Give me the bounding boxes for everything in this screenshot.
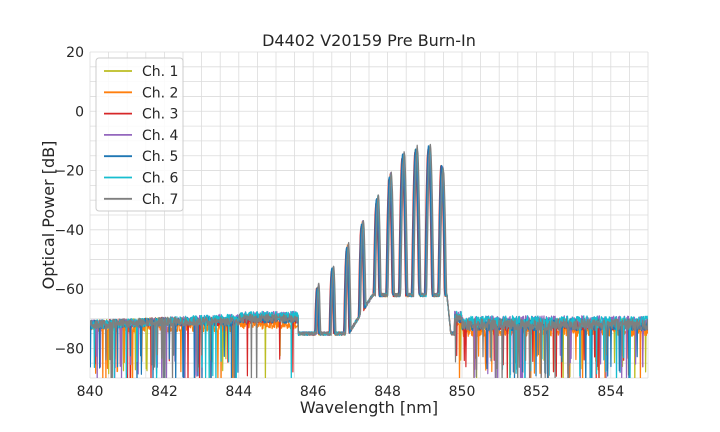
y-tick-label: 0: [75, 104, 84, 120]
y-tick-label: −40: [54, 223, 84, 239]
x-tick-label: 848: [374, 384, 401, 400]
legend-label: Ch. 6: [142, 171, 179, 187]
x-tick-label: 854: [597, 384, 624, 400]
y-tick-label: −20: [54, 164, 84, 180]
y-tick-label: −80: [54, 341, 84, 357]
legend-label: Ch. 4: [142, 128, 179, 144]
legend-label: Ch. 5: [142, 149, 178, 165]
x-tick-label: 842: [151, 384, 178, 400]
legend-label: Ch. 3: [142, 107, 178, 123]
legend-label: Ch. 1: [142, 64, 178, 80]
series-line-ch7: [90, 143, 648, 378]
x-ticks: 840 842 844 846 848 850 852 854: [77, 384, 625, 400]
legend-box: [95, 57, 184, 212]
legend-label: Ch. 2: [142, 85, 178, 101]
x-tick-label: 852: [523, 384, 550, 400]
x-axis-label: Wavelength [nm]: [300, 398, 438, 417]
x-tick-label: 840: [77, 384, 104, 400]
legend: Ch. 1 Ch. 2 Ch. 3 Ch. 4 Ch. 5 Ch. 6 Ch. 7: [95, 57, 184, 212]
x-tick-label: 850: [449, 384, 476, 400]
y-tick-label: 20: [66, 45, 84, 61]
y-ticks: −80 −60 −40 −20 0 20: [54, 45, 84, 357]
series-group: [90, 143, 648, 378]
x-tick-label: 846: [300, 384, 327, 400]
x-tick-label: 844: [225, 384, 252, 400]
legend-label: Ch. 7: [142, 192, 178, 208]
y-tick-label: −60: [54, 282, 84, 298]
y-axis-label: Optical Power [dB]: [39, 141, 58, 290]
chart-title: D4402 V20159 Pre Burn-In: [262, 31, 476, 50]
